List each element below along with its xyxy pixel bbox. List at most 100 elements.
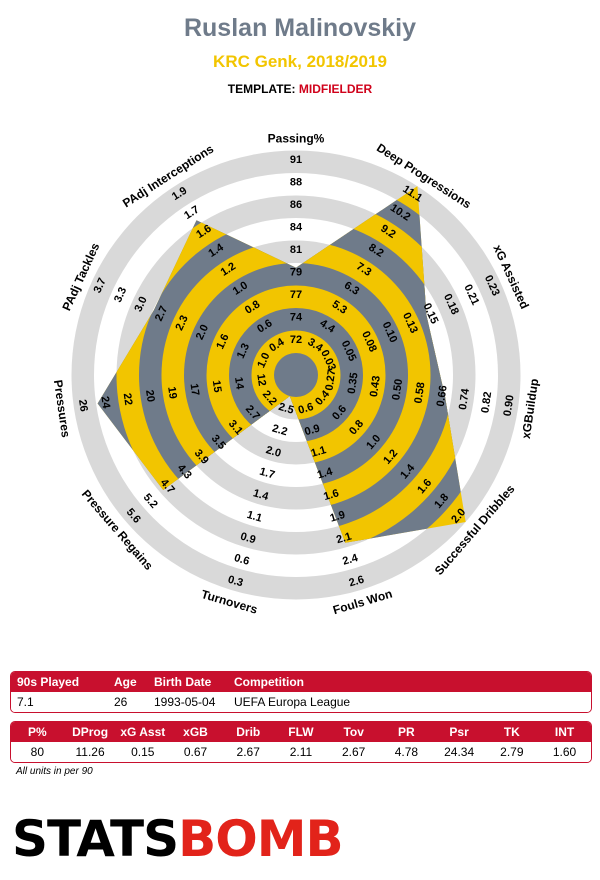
radar-tick-label: 84 bbox=[290, 221, 303, 233]
radar-tick-label: 2.5 bbox=[277, 401, 295, 417]
radar-tick-label: 1.4 bbox=[316, 465, 335, 481]
radar-tick-label: 12 bbox=[254, 373, 268, 387]
stats-value-cell: 2.67 bbox=[236, 745, 260, 759]
stats-table: P% DProg xG Asst xGB Drib FLW Tov PR Psr… bbox=[10, 721, 592, 763]
radar-tick-label: 1.4 bbox=[252, 487, 271, 503]
stats-header-cell: DProg bbox=[72, 725, 109, 739]
radar-tick-label: 0.58 bbox=[413, 381, 428, 404]
template-label: TEMPLATE: bbox=[227, 82, 296, 96]
stats-value-cell: 11.26 bbox=[75, 745, 105, 759]
info-header-cell: Age bbox=[114, 675, 137, 689]
radar-tick-label: 2.0 bbox=[264, 444, 282, 460]
radar-tick-label: 0.50 bbox=[390, 378, 405, 401]
radar-tick-label: 24 bbox=[98, 395, 112, 410]
stats-header-cell: TK bbox=[503, 725, 520, 739]
stats-value-cell: 2.11 bbox=[289, 745, 313, 759]
radar-tick-label: 1.0 bbox=[255, 351, 272, 370]
radar-tick-label: 0.9 bbox=[303, 422, 321, 438]
radar-axis-label: Passing% bbox=[268, 132, 325, 146]
radar-tick-label: 20 bbox=[143, 389, 157, 403]
stats-header-cell: Drib bbox=[236, 725, 261, 739]
radar-tick-label: 0.6 bbox=[233, 552, 251, 568]
radar-tick-label: 0.35 bbox=[346, 372, 361, 395]
stats-header-cell: FLW bbox=[288, 725, 314, 739]
radar-tick-label: 26 bbox=[76, 399, 90, 413]
radar-tick-label: 17 bbox=[187, 383, 201, 397]
info-table-row: 7.1 26 1993-05-04 UEFA Europa League bbox=[11, 692, 591, 712]
units-note: All units in per 90 bbox=[16, 766, 93, 777]
radar-tick-label: 72 bbox=[290, 334, 302, 346]
statsbomb-logo: STATSBOMB bbox=[12, 810, 344, 868]
stats-header-cell: xGB bbox=[183, 725, 208, 739]
stats-value-cell: 1.60 bbox=[552, 745, 577, 759]
info-value-cell: 1993-05-04 bbox=[154, 695, 216, 709]
radar-tick-label: 1.7 bbox=[258, 466, 276, 482]
info-table-header: 90s Played Age Birth Date Competition bbox=[11, 672, 591, 692]
radar-axis-label: Pressures bbox=[51, 379, 73, 439]
radar-tick-label: 0.3 bbox=[226, 574, 244, 590]
radar-tick-label: 88 bbox=[290, 176, 302, 188]
radar-tick-label: 0.82 bbox=[479, 391, 494, 414]
radar-chart: 727477798184868891Passing%3.44.45.36.37.… bbox=[51, 132, 542, 618]
stats-value-cell: 24.34 bbox=[444, 745, 475, 759]
radar-tick-label: 3.3 bbox=[112, 285, 129, 304]
radar-center bbox=[274, 353, 318, 397]
info-value-cell: 7.1 bbox=[17, 695, 34, 709]
stats-header-cell: P% bbox=[28, 725, 47, 739]
stats-value-cell: 0.67 bbox=[183, 745, 208, 759]
radar-tick-label: 0.90 bbox=[502, 394, 517, 417]
radar-tick-label: 1.6 bbox=[322, 487, 340, 503]
radar-tick-label: 1.1 bbox=[245, 509, 263, 525]
team-season: KRC Genk, 2018/2019 bbox=[213, 52, 387, 71]
radar-tick-label: 19 bbox=[165, 386, 179, 400]
radar-tick-label: 2.6 bbox=[348, 574, 366, 590]
radar-tick-label: 2.2 bbox=[271, 422, 289, 438]
radar-tick-label: 0.6 bbox=[297, 401, 315, 417]
radar-tick-label: 1.3 bbox=[235, 342, 252, 361]
info-value-cell: 26 bbox=[114, 695, 128, 709]
info-table: 90s Played Age Birth Date Competition 7.… bbox=[10, 671, 592, 713]
radar-tick-label: 79 bbox=[290, 266, 302, 278]
radar-tick-label: 2.1 bbox=[335, 530, 353, 546]
radar-tick-label: 2.4 bbox=[341, 552, 360, 568]
info-value-cell: UEFA Europa League bbox=[234, 695, 351, 709]
radar-tick-label: 77 bbox=[290, 289, 302, 301]
stats-value-cell: 0.15 bbox=[131, 745, 155, 759]
logo-text-bomb: BOMB bbox=[178, 810, 343, 868]
stats-header-cell: Tov bbox=[343, 725, 364, 739]
radar-tick-label: 91 bbox=[290, 154, 302, 166]
radar-tick-label: 0.66 bbox=[435, 385, 450, 408]
radar-tick-label: 2.0 bbox=[194, 323, 211, 342]
stats-header-cell: Psr bbox=[449, 725, 469, 739]
template-value: MIDFIELDER bbox=[298, 82, 373, 96]
info-header-cell: Competition bbox=[234, 675, 304, 689]
radar-tick-label: 0.74 bbox=[457, 387, 472, 411]
logo-text-stats: STATS bbox=[12, 810, 179, 868]
stats-value-cell: 80 bbox=[30, 745, 45, 759]
radar-tick-label: 0.27 bbox=[323, 369, 338, 392]
radar-tick-label: 74 bbox=[290, 311, 303, 323]
radar-tick-label: 14 bbox=[232, 376, 246, 391]
radar-tick-label: 81 bbox=[290, 244, 302, 256]
radar-tick-label: 3.0 bbox=[132, 295, 149, 314]
stats-value-cell: 4.78 bbox=[394, 745, 419, 759]
radar-tick-label: 86 bbox=[290, 199, 302, 211]
radar-tick-label: 0.43 bbox=[368, 375, 383, 398]
stats-value-cell: 2.67 bbox=[341, 745, 366, 759]
radar-tick-label: 1.1 bbox=[310, 444, 328, 460]
radar-tick-label: 0.9 bbox=[239, 530, 257, 546]
radar-tick-label: 1.6 bbox=[214, 332, 231, 351]
stats-value-cell: 2.79 bbox=[500, 745, 524, 759]
radar-tick-label: 15 bbox=[210, 379, 224, 393]
radar-tick-label: 22 bbox=[121, 392, 135, 406]
stats-table-row: 80 11.26 0.15 0.67 2.67 2.11 2.67 4.78 2… bbox=[11, 742, 591, 762]
player-name: Ruslan Malinovskiy bbox=[183, 14, 417, 42]
stats-header-cell: PR bbox=[398, 725, 415, 739]
radar-axis-label: xGBuildup bbox=[519, 378, 542, 440]
radar-tick-label: 2.7 bbox=[153, 304, 170, 323]
radar-tick-label: 3.7 bbox=[92, 276, 109, 295]
info-header-cell: 90s Played bbox=[17, 675, 80, 689]
stats-header-cell: xG Asst bbox=[120, 725, 166, 739]
stats-header-cell: INT bbox=[554, 725, 575, 739]
stats-table-header: P% DProg xG Asst xGB Drib FLW Tov PR Psr… bbox=[11, 722, 591, 742]
